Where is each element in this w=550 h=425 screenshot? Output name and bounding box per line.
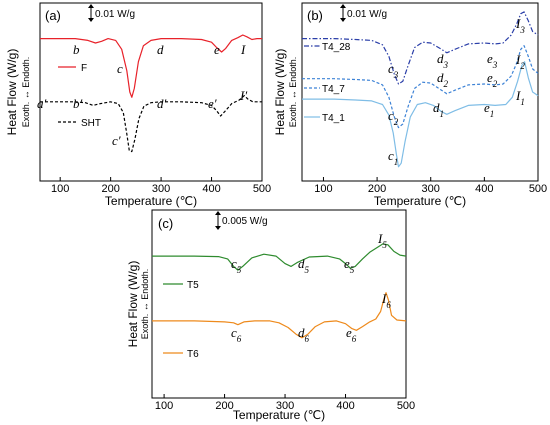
annotation-d1: d1 (433, 100, 444, 119)
annotation-b: b (73, 42, 80, 57)
series-line-T6 (152, 292, 407, 339)
panel-c-x-tick-label: 400 (336, 400, 354, 412)
legend-label-T4-7: T4_7 (322, 84, 345, 95)
panel-a: (a) 0.01 W/g F SHT b c d e I a′ b′ c′ d′… (5, 2, 271, 208)
annotation-e1: e1 (484, 100, 494, 119)
series-line-T5 (152, 243, 407, 271)
legend-label-T5: T5 (187, 280, 199, 291)
panel-a-x-tick-label: 200 (101, 183, 119, 195)
panel-a-scale-bar-label: 0.01 W/g (95, 9, 135, 20)
series-line-T4-28 (302, 11, 539, 85)
panel-b-x-tick-label: 500 (529, 183, 547, 195)
series-line-F (40, 34, 262, 98)
panel-c-x-tick-label: 500 (397, 400, 415, 412)
panel-b-x-ticks: 100 200 300 400 500 (314, 177, 547, 195)
legend-label-T4-1: T4_1 (322, 113, 345, 124)
panel-c-frame (151, 209, 407, 399)
panel-c-x-axis-label: Temperature (℃) (233, 408, 325, 422)
annotation-d-prime: d′ (157, 96, 167, 111)
panel-b-y-axis-sublabel: Exoth. ↔ Endoth. (288, 57, 298, 128)
legend-label-T4-28: T4_28 (322, 42, 351, 53)
annotation-c3: c3 (388, 61, 399, 80)
panel-c-scale-bar: 0.005 W/g (215, 211, 268, 230)
series-line-T4-7 (302, 45, 539, 129)
panel-c-x-ticks: 100 200 300 400 500 (155, 394, 415, 412)
annotation-e6: e6 (346, 325, 357, 344)
panel-c: (c) 0.005 W/g T5 T6 c5 d5 e5 I5 c6 d6 e6… (126, 209, 415, 422)
series-line-T4-1 (302, 61, 539, 168)
legend-label-SHT: SHT (81, 118, 101, 129)
panel-b-x-tick-label: 400 (475, 183, 493, 195)
panel-a-x-ticks: 100 200 300 400 500 (51, 177, 271, 195)
annotation-d3: d3 (437, 51, 449, 70)
panel-a-label: (a) (45, 8, 61, 23)
panel-b-series (302, 11, 539, 168)
panel-b-label: (b) (307, 8, 323, 23)
panel-c-scale-bar-label: 0.005 W/g (222, 216, 268, 227)
panel-a-x-tick-label: 500 (253, 183, 271, 195)
panel-c-x-tick-label: 200 (215, 400, 233, 412)
panel-b-x-tick-label: 300 (422, 183, 440, 195)
annotation-a-prime: a′ (37, 96, 47, 111)
panel-c-y-axis-label: Heat Flow (W/g) (126, 261, 140, 348)
panel-b-frame (301, 2, 539, 182)
panel-c-series (152, 243, 407, 339)
panel-a-x-tick-label: 100 (51, 183, 69, 195)
annotation-e3: e3 (487, 51, 498, 70)
panel-c-y-axis-sublabel: Exoth. ↔ Endoth. (140, 269, 150, 340)
annotation-c5: c5 (231, 256, 242, 275)
panel-b-x-tick-label: 200 (368, 183, 386, 195)
panel-b-legend: T4_28 T4_7 T4_1 (304, 42, 351, 124)
legend-label-F: F (81, 63, 87, 74)
panel-b-scale-bar-label: 0.01 W/g (347, 9, 387, 20)
panel-a-legend: F SHT (58, 63, 101, 129)
panel-c-annotations: c5 d5 e5 I5 c6 d6 e6 I6 (231, 231, 391, 344)
panel-a-x-tick-label: 300 (152, 183, 170, 195)
panel-a-scale-bar: 0.01 W/g (88, 4, 135, 22)
annotation-d2: d2 (437, 70, 449, 89)
panel-b-annotations: c3 d3 e3 I3 c2 d2 e2 I2 c1 d1 e1 I1 (388, 16, 525, 167)
annotation-I3: I3 (515, 16, 525, 35)
annotation-I: I (240, 42, 246, 57)
annotation-d5: d5 (298, 256, 310, 275)
panel-b-scale-bar: 0.01 W/g (340, 4, 387, 22)
annotation-c: c (117, 61, 123, 76)
annotation-c2: c2 (388, 108, 399, 127)
annotation-e2: e2 (487, 70, 498, 89)
annotation-e-prime: e′ (208, 96, 217, 111)
panel-a-y-axis-label: Heat Flow (W/g) (5, 49, 19, 136)
annotation-e: e (214, 42, 220, 57)
panel-b: (b) 0.01 W/g T4_28 T4_7 T4_1 c3 d3 e3 I3… (273, 2, 547, 208)
panel-a-annotations: b c d e I a′ b′ c′ d′ e′ I′ (37, 42, 247, 148)
series-line-SHT (40, 95, 262, 153)
annotation-c6: c6 (231, 325, 242, 344)
panel-a-x-tick-label: 400 (202, 183, 220, 195)
panel-c-x-tick-label: 300 (276, 400, 294, 412)
annotation-e5: e5 (344, 256, 355, 275)
annotation-d6: d6 (298, 325, 310, 344)
panel-c-x-tick-label: 100 (155, 400, 173, 412)
panel-c-legend: T5 T6 (163, 280, 199, 360)
panel-c-label: (c) (158, 216, 173, 231)
panel-b-x-axis-label: Temperature (℃) (374, 194, 466, 208)
annotation-b-prime: b′ (73, 96, 83, 111)
panel-b-x-tick-label: 100 (314, 183, 332, 195)
annotation-c1: c1 (388, 148, 398, 167)
legend-label-T6: T6 (187, 349, 199, 360)
annotation-I2: I2 (515, 52, 525, 71)
panel-a-y-axis-sublabel: Exoth. ↔ Endoth. (21, 57, 31, 128)
panel-b-y-axis-label: Heat Flow (W/g) (273, 49, 287, 136)
annotation-I6: I6 (381, 291, 391, 310)
annotation-I-prime: I′ (239, 88, 247, 103)
panel-a-frame (39, 2, 263, 182)
annotation-I5: I5 (377, 231, 387, 250)
panel-a-x-axis-label: Temperature (℃) (105, 194, 197, 208)
annotation-d: d (157, 42, 164, 57)
annotation-c-prime: c′ (112, 133, 121, 148)
panel-a-series (40, 34, 262, 153)
annotation-I1: I1 (515, 88, 525, 107)
